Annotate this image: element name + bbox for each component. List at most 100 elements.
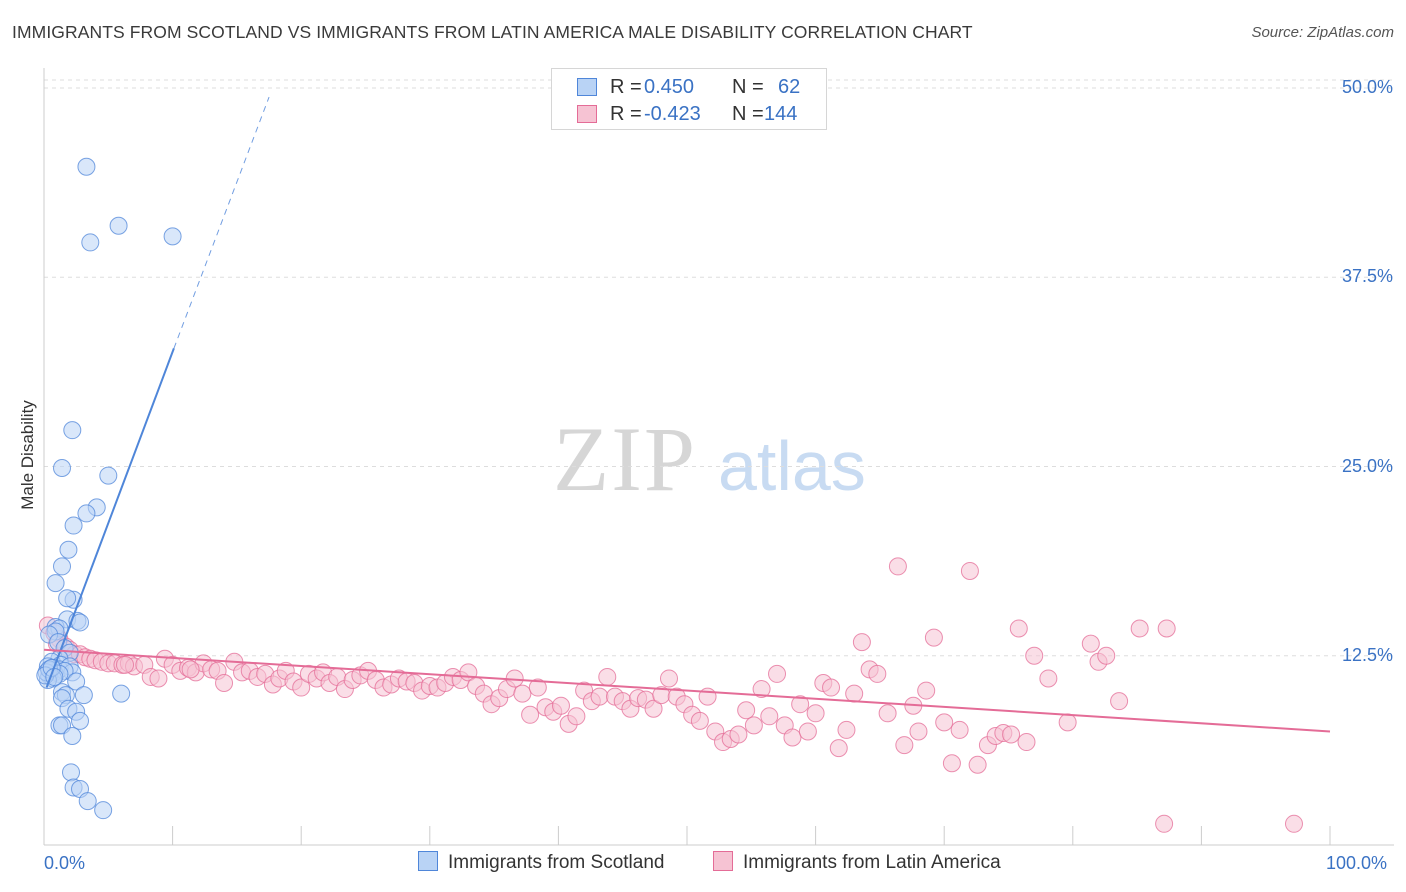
- scotland-swatch: [577, 78, 597, 96]
- x-tick-label-max: 100.0%: [1326, 853, 1388, 873]
- n-value: 144: [764, 103, 798, 125]
- latin-america-point: [1002, 725, 1021, 744]
- latin-america-point: [852, 633, 871, 652]
- latin-america-point: [1097, 646, 1116, 665]
- latin-america-swatch: [577, 105, 597, 123]
- r-value: 0.450: [644, 76, 695, 98]
- scotland-point: [77, 504, 96, 523]
- latin-america-point: [149, 669, 168, 688]
- scotland-point: [81, 233, 100, 252]
- latin-america-point: [806, 704, 825, 723]
- latin-america-point: [760, 707, 779, 726]
- latin-america-point: [822, 678, 841, 697]
- latin-america-point: [868, 664, 887, 683]
- scotland-point: [63, 421, 82, 440]
- scotland-point: [63, 726, 82, 745]
- latin-america-point: [644, 699, 663, 718]
- latin-america-point: [1130, 619, 1149, 638]
- scotland-point: [78, 792, 97, 811]
- scotland-point: [77, 157, 96, 176]
- latin-america-point: [659, 669, 678, 688]
- latin-america-trend-line: [43, 648, 1331, 733]
- scotland-point: [58, 589, 77, 608]
- n-label: N =: [732, 103, 764, 125]
- latin-america-point: [950, 720, 969, 739]
- r-label: R =: [610, 76, 642, 98]
- latin-america-point: [528, 678, 547, 697]
- latin-america-point: [1058, 713, 1077, 732]
- scotland-trend-line: [45, 348, 175, 688]
- stats-row-latin-america: R = -0.423 N = 144: [552, 101, 826, 127]
- latin-america-point: [1157, 619, 1176, 638]
- latin-america-point: [909, 722, 928, 741]
- scotland-point: [53, 557, 72, 576]
- latin-america-point: [888, 557, 907, 576]
- latin-america-point: [1025, 646, 1044, 665]
- latin-america-point: [791, 695, 810, 714]
- y-tick-label: 50.0%: [1341, 77, 1393, 97]
- y-tick-label: 12.5%: [1341, 644, 1393, 665]
- latin-america-point: [837, 720, 856, 739]
- latin-america-point: [1110, 692, 1129, 711]
- scotland-point: [59, 540, 78, 559]
- scotland-point: [109, 216, 128, 235]
- trend-lines: [43, 96, 1331, 733]
- watermark-zip: ZIP: [553, 408, 697, 510]
- scotland-point: [64, 516, 83, 535]
- latin-america-point: [935, 713, 954, 732]
- chart-title: IMMIGRANTS FROM SCOTLAND VS IMMIGRANTS F…: [12, 22, 973, 42]
- legend-label: Immigrants from Scotland: [448, 852, 665, 873]
- scotland-swatch: [418, 851, 438, 871]
- latin-america-point: [215, 674, 234, 693]
- latin-america-point: [783, 728, 802, 747]
- scotland-point: [67, 672, 86, 691]
- watermark: ZIP atlas: [553, 408, 866, 510]
- y-tick-label: 37.5%: [1341, 266, 1393, 287]
- latin-america-point: [1155, 814, 1174, 833]
- latin-america-point: [181, 660, 200, 679]
- latin-america-point: [116, 655, 135, 674]
- scotland-point: [53, 459, 72, 478]
- n-value: 62: [778, 76, 801, 98]
- scotland-trend-extension: [173, 96, 270, 349]
- latin-america-point: [942, 754, 961, 773]
- latin-america-point: [768, 664, 787, 683]
- scotland-point: [94, 801, 113, 820]
- scotland-point: [74, 686, 93, 705]
- stats-legend: R = 0.450 N = 62 R = -0.423 N = 144: [551, 68, 827, 130]
- stats-row-scotland: R = 0.450 N = 62: [552, 74, 826, 100]
- scotland-point: [112, 684, 131, 703]
- latin-america-point: [917, 681, 936, 700]
- latin-america-point: [968, 755, 987, 774]
- latin-america-point: [737, 701, 756, 720]
- latin-america-point: [292, 678, 311, 697]
- latin-america-point: [1039, 669, 1058, 688]
- series-legend: Immigrants from Scotland Immigrants from…: [0, 851, 1406, 879]
- latin-america-point: [590, 687, 609, 706]
- latin-america-point: [513, 684, 532, 703]
- scotland-point: [163, 227, 182, 246]
- legend-label: Immigrants from Latin America: [743, 852, 1001, 873]
- latin-america-point: [752, 680, 771, 699]
- legend-item-scotland[interactable]: Immigrants from Scotland: [418, 851, 664, 874]
- latin-america-point: [690, 711, 709, 730]
- scotland-point: [46, 574, 65, 593]
- latin-america-point: [1081, 634, 1100, 653]
- latin-america-point: [521, 705, 540, 724]
- latin-america-points: [38, 557, 1303, 833]
- axes: [43, 68, 1394, 846]
- source-label: Source: ZipAtlas.com: [1251, 24, 1394, 41]
- x-tick-label-min: 0.0%: [44, 853, 86, 873]
- latin-america-point: [960, 561, 979, 580]
- latin-america-point: [1017, 733, 1036, 752]
- scotland-point: [99, 466, 118, 485]
- latin-america-point: [744, 716, 763, 735]
- y-tick-label: 25.0%: [1341, 455, 1393, 476]
- legend-item-latin-america[interactable]: Immigrants from Latin America: [713, 851, 1001, 874]
- latin-america-point: [895, 736, 914, 755]
- latin-america-point: [878, 704, 897, 723]
- latin-america-point: [551, 696, 570, 715]
- latin-america-point: [798, 722, 817, 741]
- latin-america-point: [1009, 619, 1028, 638]
